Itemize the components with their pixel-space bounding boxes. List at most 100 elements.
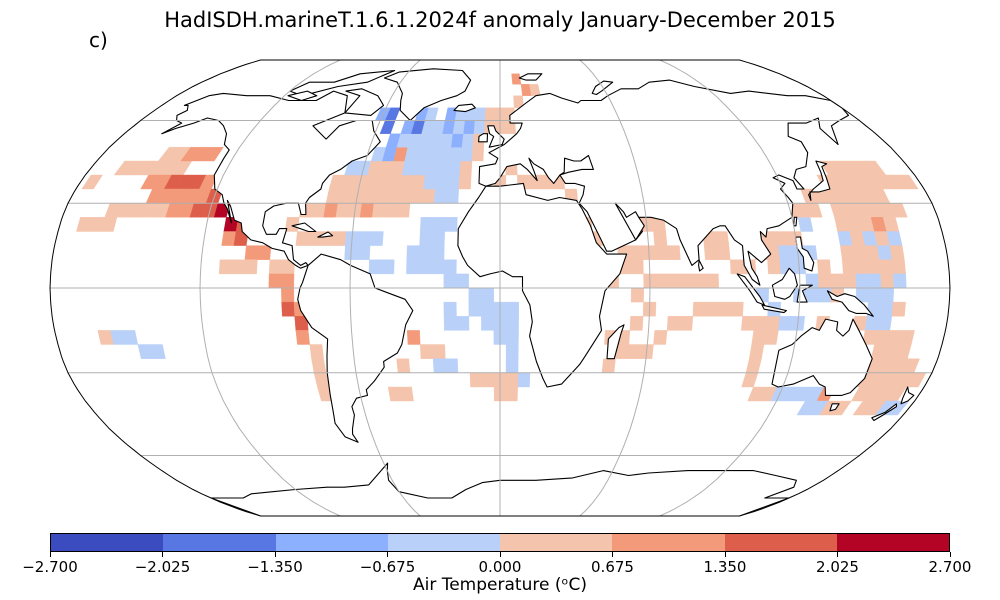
colorbar-tick-label: 0.675	[591, 558, 634, 576]
grid-cell	[432, 344, 446, 359]
grid-cell	[511, 73, 522, 85]
coastline-iceland	[453, 103, 476, 113]
grid-cell	[753, 316, 768, 331]
grid-cell	[418, 259, 432, 275]
grid-cell	[627, 344, 642, 359]
coastline-hispaniola	[317, 231, 334, 238]
grid-cell	[436, 160, 450, 176]
grid-cell	[505, 358, 519, 373]
grid-cell	[356, 245, 371, 260]
coastline-new-guinea	[826, 290, 874, 317]
grid-cell	[257, 245, 272, 260]
grid-cell	[431, 231, 446, 246]
grid-cell	[244, 245, 259, 260]
grid-cell	[431, 259, 445, 275]
colorbar-tick-label: 0.000	[478, 558, 522, 576]
grid-cell	[866, 259, 881, 275]
grid-cell	[373, 188, 389, 204]
grid-cell	[149, 344, 166, 359]
grid-cell	[268, 273, 282, 289]
grid-cell	[426, 147, 441, 162]
grid-cell	[411, 174, 426, 190]
grid-cell	[419, 344, 434, 359]
grid-cell	[447, 160, 462, 176]
grid-cell	[763, 330, 779, 345]
grid-cell	[749, 344, 765, 359]
grid-cell	[452, 120, 466, 134]
colorbar-tick	[499, 552, 501, 557]
grid-cell	[100, 217, 118, 232]
grid-cell	[418, 245, 433, 260]
grid-cell	[854, 259, 869, 275]
grid-cell	[460, 147, 474, 162]
grid-cell	[506, 316, 519, 331]
coastline-eurasia	[478, 79, 850, 286]
grid-cell	[443, 301, 457, 317]
colorbar-segment	[163, 534, 276, 551]
grid-cell	[384, 203, 399, 218]
grid-cell	[864, 316, 880, 331]
colorbar-tick-label: 2.700	[928, 558, 972, 576]
coastline-arabia-gulf	[614, 202, 645, 241]
grid-cell	[332, 231, 347, 246]
grid-cell	[413, 160, 428, 176]
grid-cell	[840, 245, 855, 260]
grid-cell	[268, 259, 283, 275]
grid-cell	[434, 174, 449, 190]
grid-cell	[443, 316, 457, 331]
grid-cell	[456, 316, 470, 331]
grid-cell	[517, 372, 531, 388]
grid-cell	[471, 147, 484, 162]
grid-cell	[231, 259, 246, 275]
grid-cell	[481, 301, 494, 317]
grid-cell	[867, 287, 882, 303]
graticule	[50, 60, 950, 516]
grid-cell	[221, 231, 237, 246]
coastline-victoria-island	[287, 90, 318, 102]
colorbar-segment	[387, 534, 500, 551]
grid-cell	[630, 259, 644, 275]
colorbar-tick-label: −2.025	[134, 558, 191, 576]
grid-cell	[505, 372, 519, 388]
grid-cell	[655, 273, 670, 289]
grid-cell	[891, 259, 906, 275]
coastline-tasmania	[829, 403, 840, 412]
grid-cell	[505, 344, 519, 359]
grid-cell	[629, 316, 644, 331]
grid-cell	[481, 287, 494, 303]
grid-cell	[97, 330, 114, 345]
colorbar-tick-label: 2.025	[816, 558, 859, 576]
grid-cell	[879, 259, 894, 275]
colorbar-tick	[837, 552, 838, 557]
coastline-madagascar	[606, 324, 625, 360]
coastline-baffin	[344, 88, 385, 116]
grid-cell	[432, 358, 447, 373]
grid-cell	[817, 259, 832, 275]
grid-cell	[459, 160, 473, 176]
colorbar-tick-label: 1.350	[703, 558, 747, 576]
grid-cell	[443, 273, 457, 289]
colorbar-segment	[836, 534, 949, 551]
grid-cell	[703, 245, 718, 260]
grid-cell	[897, 174, 919, 190]
coastline-new-zealand-s	[871, 403, 898, 422]
grid-cell	[506, 301, 519, 317]
grid-cell	[867, 273, 882, 289]
coastline-south-america	[297, 253, 414, 443]
coastline-north-america	[161, 90, 381, 269]
grid-cell	[461, 133, 475, 148]
grid-cell	[419, 217, 434, 232]
colorbar-segment	[724, 534, 837, 551]
grid-cell	[778, 245, 793, 260]
colorbar-label: Air Temperature (ᵒC)	[412, 575, 587, 595]
colorbar-tick-label: −0.675	[359, 558, 416, 576]
grid-cell	[357, 231, 372, 246]
grid-cell	[481, 372, 495, 388]
grid-cell	[284, 217, 300, 232]
grid-cell	[473, 120, 486, 134]
globe-outline	[49, 59, 951, 517]
coastline-new-zealand-n	[900, 386, 915, 405]
grid-cell	[877, 245, 893, 260]
grid-cell	[892, 273, 907, 289]
grid-cell	[729, 301, 744, 317]
